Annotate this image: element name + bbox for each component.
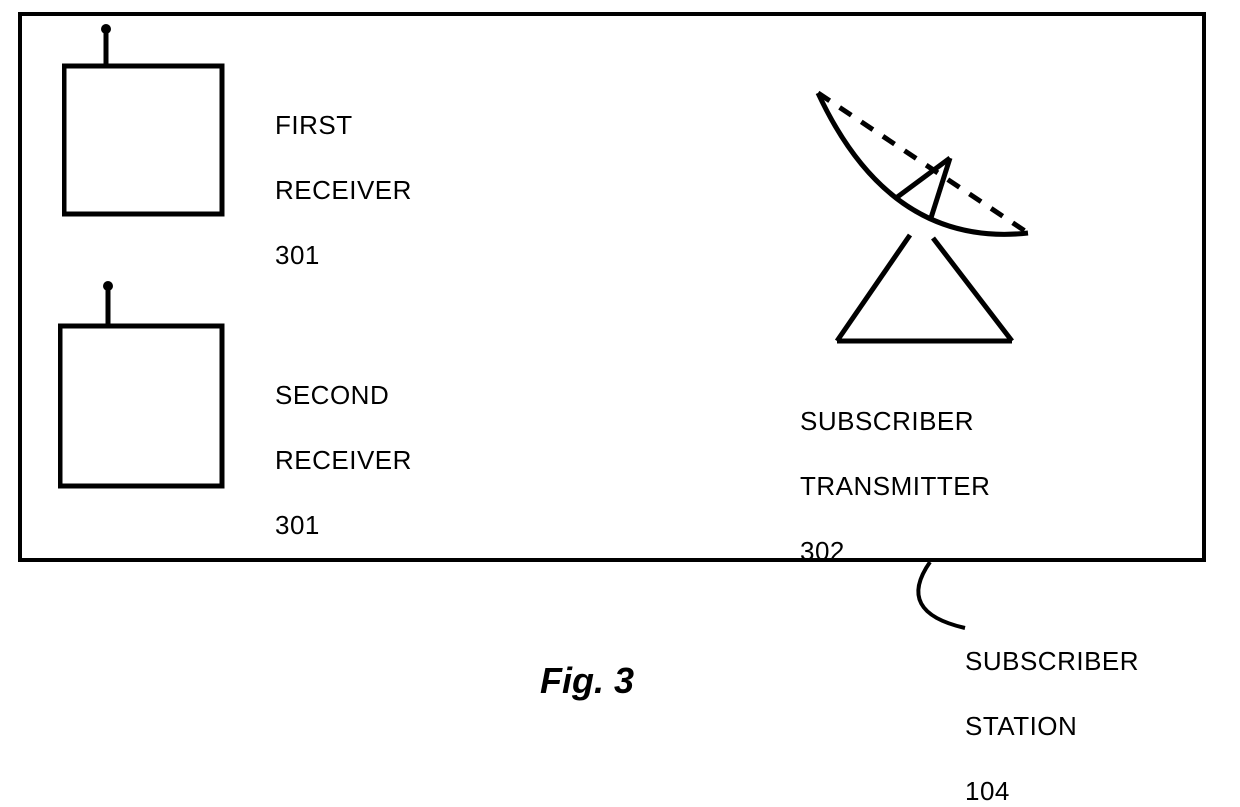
station-line3: 104 xyxy=(965,776,1010,806)
figure-caption: Fig. 3 xyxy=(540,660,634,702)
station-line2: STATION xyxy=(965,711,1077,741)
subscriber-station-label: SUBSCRIBER STATION 104 xyxy=(965,612,1139,807)
station-line1: SUBSCRIBER xyxy=(965,646,1139,676)
